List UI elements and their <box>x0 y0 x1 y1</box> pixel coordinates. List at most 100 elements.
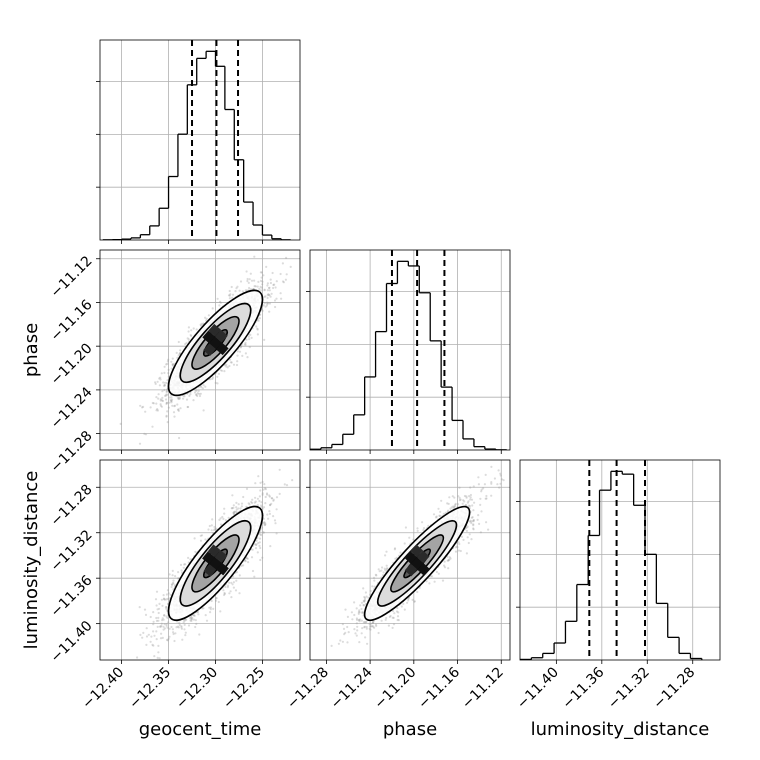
scatter-point <box>204 614 207 617</box>
scatter-point <box>159 378 162 381</box>
scatter-point <box>253 279 256 282</box>
scatter-point <box>178 436 181 440</box>
scatter-point <box>244 352 247 355</box>
scatter-point <box>230 581 233 585</box>
scatter-point <box>171 404 174 407</box>
scatter-point <box>247 281 250 284</box>
scatter-point <box>202 409 205 412</box>
scatter-point <box>142 631 145 635</box>
scatter-point <box>157 397 160 400</box>
scatter-point <box>261 283 264 286</box>
scatter-point <box>239 346 242 349</box>
scatter-point <box>173 405 176 408</box>
scatter-point <box>231 293 235 296</box>
scatter-point <box>240 502 244 505</box>
scatter-point <box>257 475 260 478</box>
scatter-point <box>165 401 169 404</box>
scatter-point <box>195 393 198 396</box>
scatter-point <box>264 522 267 525</box>
scatter-point <box>239 507 242 510</box>
scatter-point <box>266 289 269 292</box>
scatter-point <box>263 289 266 292</box>
scatter-point <box>263 338 266 341</box>
scatter-point <box>209 606 212 609</box>
scatter-point <box>199 392 202 395</box>
scatter-point <box>235 506 238 509</box>
scatter-point <box>268 512 271 516</box>
scatter-point <box>226 366 229 369</box>
scatter-point <box>182 566 185 569</box>
scatter-point <box>163 598 166 601</box>
scatter-point <box>161 399 164 402</box>
scatter-point <box>192 399 195 402</box>
scatter-point <box>248 503 251 506</box>
scatter-point <box>270 502 273 505</box>
scatter-point <box>229 361 233 364</box>
scatter-point <box>163 388 166 392</box>
scatter-point <box>171 357 174 360</box>
scatter-point <box>144 410 147 413</box>
scatter-point <box>173 415 176 418</box>
scatter-point <box>157 644 160 648</box>
scatter-point <box>194 550 197 553</box>
scatter-point <box>171 574 174 577</box>
scatter-point <box>261 493 264 496</box>
scatter-point <box>268 310 271 313</box>
scatter-point <box>142 405 145 408</box>
scatter-point <box>156 656 159 660</box>
scatter-point <box>177 571 180 574</box>
scatter-point <box>223 507 226 510</box>
scatter-point <box>160 624 163 627</box>
scatter-point <box>236 285 239 288</box>
scatter-point <box>232 504 235 507</box>
scatter-point <box>189 333 192 337</box>
panel-content <box>136 468 294 660</box>
scatter-point <box>166 410 169 413</box>
scatter-point <box>204 316 207 319</box>
scatter-point <box>155 396 158 399</box>
scatter-point <box>274 522 277 525</box>
scatter-point <box>163 371 166 374</box>
scatter-point <box>210 524 213 527</box>
scatter-point <box>261 309 264 312</box>
scatter-point <box>183 395 186 398</box>
scatter-point <box>282 281 285 284</box>
scatter-point <box>157 616 160 620</box>
scatter-point <box>232 363 236 366</box>
scatter-point <box>268 494 271 497</box>
scatter-point <box>171 583 174 587</box>
scatter-point <box>159 625 162 628</box>
scatter-point <box>170 585 173 589</box>
scatter-point <box>174 632 177 635</box>
scatter-point <box>204 385 207 388</box>
scatter-point <box>265 304 268 307</box>
scatter-point <box>164 381 167 384</box>
scatter-point <box>273 283 276 286</box>
scatter-point <box>165 402 168 405</box>
scatter-point <box>231 494 234 497</box>
scatter-point <box>236 354 239 357</box>
scatter-point <box>189 558 192 561</box>
histogram-frame-luminosity_distance <box>519 459 721 661</box>
scatter-point <box>166 362 169 365</box>
scatter-point <box>211 518 214 521</box>
scatter-point <box>228 294 231 297</box>
scatter-point <box>251 498 254 501</box>
scatter-point <box>269 295 272 298</box>
scatter-point <box>254 500 257 503</box>
scatter-point <box>215 597 218 600</box>
histogram-frame-geocent_time <box>99 39 301 241</box>
panel-frame <box>99 249 301 451</box>
scatter-point <box>266 302 269 305</box>
scatter-point <box>207 314 210 317</box>
scatter-point <box>162 381 165 384</box>
scatter-point <box>155 638 158 641</box>
scatter-point <box>257 319 260 322</box>
scatter-point <box>273 519 277 522</box>
scatter-point <box>215 597 218 600</box>
scatter-point <box>165 393 168 396</box>
scatter-point <box>283 483 286 486</box>
scatter-point <box>186 405 189 409</box>
scatter-point <box>245 338 248 341</box>
scatter-point <box>144 433 148 436</box>
